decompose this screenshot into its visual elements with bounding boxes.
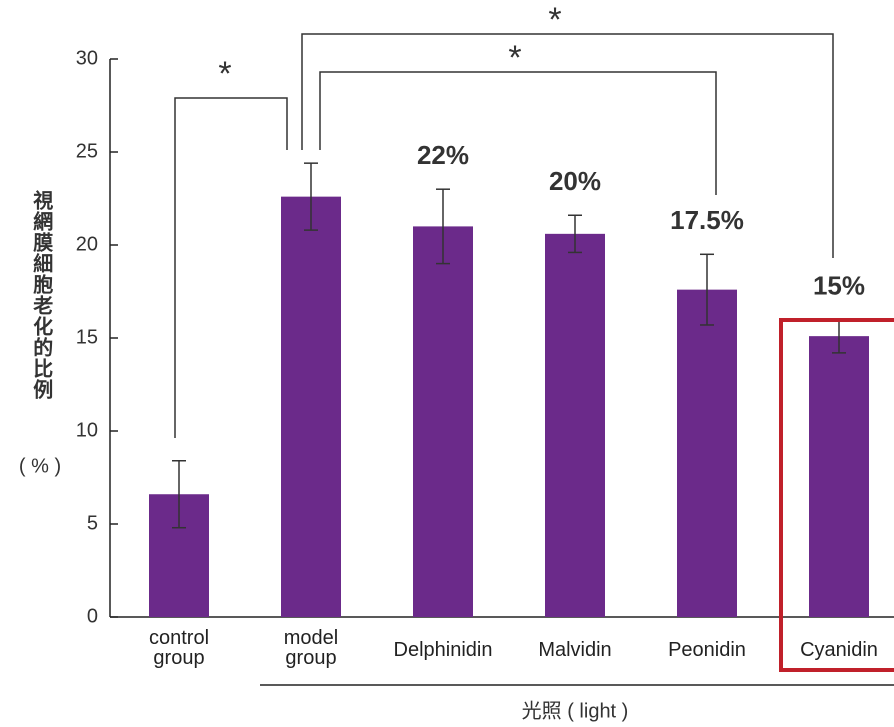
y-axis-unit: ( % ) <box>19 455 61 477</box>
bracket <box>319 71 717 195</box>
bar <box>545 233 605 617</box>
value-label: 22% <box>417 140 469 170</box>
x-tick-label: Delphinidin <box>378 640 508 660</box>
y-tick-label: 30 <box>76 47 98 69</box>
highlight-box <box>779 318 894 672</box>
x-tick-label-line: control <box>148 627 210 649</box>
x-tick-label-line: Malvidin <box>538 639 612 661</box>
x-tick-label-line: model <box>283 627 339 649</box>
value-label: 20% <box>549 166 601 196</box>
bar <box>281 196 341 617</box>
value-label: 15% <box>813 270 865 300</box>
x-tick-label-line: Peonidin <box>668 639 746 661</box>
y-tick-label: 15 <box>76 326 98 348</box>
x-tick-label: Cyanidin <box>774 640 894 660</box>
x-tick-label-line: Cyanidin <box>800 639 878 661</box>
x-axis-label: 光照 ( light ) <box>522 699 629 722</box>
significance-star: * <box>508 39 521 77</box>
y-axis-label: 視網膜細胞老化的比例 <box>30 189 54 400</box>
significance-star: * <box>548 1 561 39</box>
bar <box>413 226 473 617</box>
bracket <box>301 33 834 258</box>
y-tick-label: 5 <box>87 512 98 534</box>
bar <box>809 336 869 617</box>
y-tick-label: 20 <box>76 233 98 255</box>
y-tick-label: 0 <box>87 605 98 627</box>
x-tick-label: control group <box>114 628 244 668</box>
x-tick-label: Peonidin <box>642 640 772 660</box>
brackets <box>174 33 834 438</box>
value-label: 17.5% <box>670 205 744 235</box>
x-tick-label: Malvidin <box>510 640 640 660</box>
y-tick-label: 25 <box>76 140 98 162</box>
significance-star: * <box>218 55 231 93</box>
x-tick-label-line: group <box>285 647 337 669</box>
x-tick-label-line: group <box>153 647 205 669</box>
x-tick-label-line: Delphinidin <box>393 639 493 661</box>
bracket <box>174 97 288 438</box>
x-tick-label: model group <box>246 628 376 668</box>
bar <box>677 289 737 617</box>
y-tick-label: 10 <box>76 419 98 441</box>
